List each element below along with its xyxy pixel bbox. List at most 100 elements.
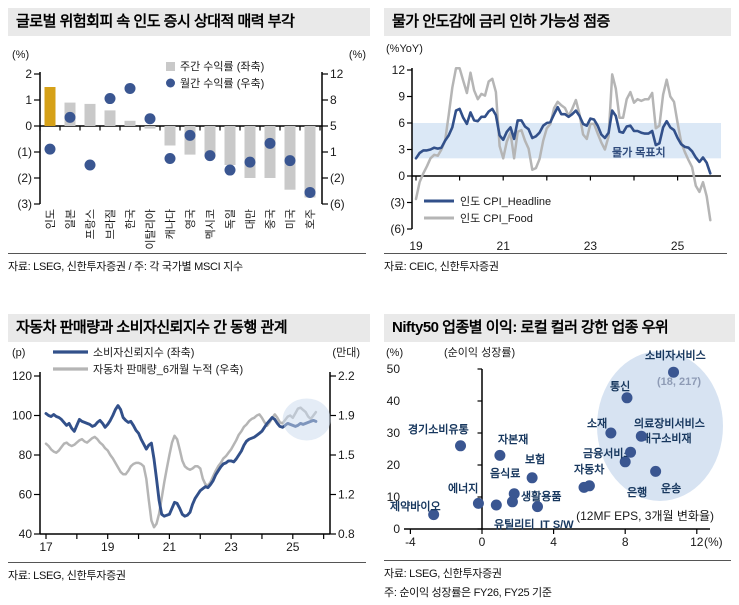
svg-text:(%YoY): (%YoY): [386, 43, 423, 55]
chart-auto-confidence: (p) (만대) 120 2.2 100 1.9 80 1.5 60 1.2 40 0.8 17 19 21…: [12, 346, 360, 554]
svg-text:유틸리티: 유틸리티: [494, 517, 534, 531]
svg-text:-4: -4: [405, 535, 416, 549]
svg-text:소비자신뢰지수 (좌축): 소비자신뢰지수 (좌축): [93, 346, 194, 359]
svg-text:12: 12: [330, 67, 344, 81]
svg-text:(2): (2): [17, 171, 32, 185]
svg-text:120: 120: [12, 369, 32, 383]
svg-text:17: 17: [39, 540, 53, 554]
svg-text:캐나다: 캐나다: [164, 209, 177, 239]
svg-text:자동차 판매량_6개월 누적 (우축): 자동차 판매량_6개월 누적 (우축): [93, 363, 243, 376]
svg-text:50: 50: [387, 362, 401, 376]
svg-text:대만: 대만: [244, 209, 257, 229]
svg-text:3: 3: [398, 143, 405, 157]
svg-text:월간 수익률 (우축): 월간 수익률 (우축): [180, 77, 264, 90]
svg-text:40: 40: [387, 394, 401, 408]
svg-text:(만대): (만대): [332, 346, 360, 359]
svg-text:4: 4: [550, 535, 557, 549]
svg-text:IT S/W: IT S/W: [540, 519, 574, 531]
svg-text:(18, 217): (18, 217): [657, 376, 701, 388]
svg-text:음식료: 음식료: [490, 466, 520, 480]
svg-text:은행: 은행: [627, 485, 647, 499]
svg-text:에너지: 에너지: [448, 481, 478, 495]
svg-text:(p): (p): [12, 347, 25, 359]
svg-text:40: 40: [19, 527, 33, 541]
svg-text:(6): (6): [390, 222, 405, 236]
svg-text:25: 25: [286, 540, 300, 554]
svg-text:30: 30: [387, 426, 401, 440]
svg-text:0: 0: [25, 119, 32, 133]
svg-text:(3): (3): [17, 197, 32, 211]
svg-text:0: 0: [398, 169, 405, 183]
svg-text:운송: 운송: [661, 482, 681, 495]
svg-text:2.2: 2.2: [338, 369, 355, 383]
svg-text:인도 CPI_Food: 인도 CPI_Food: [460, 212, 533, 225]
svg-text:(1): (1): [17, 145, 32, 159]
svg-text:독일: 독일: [223, 209, 237, 229]
quadrant-auto-confidence: 자동차 판매량과 소비자신뢰지수 간 동행 관계 (p) (만대) 120 2.2 10…: [8, 314, 370, 600]
svg-text:자본재: 자본재: [498, 432, 528, 446]
svg-text:21: 21: [163, 540, 177, 554]
svg-text:영국: 영국: [184, 209, 197, 229]
svg-text:(순이익 성장률): (순이익 성장률): [444, 346, 515, 359]
svg-text:60: 60: [19, 488, 33, 502]
svg-text:1: 1: [330, 145, 337, 159]
svg-text:브라질: 브라질: [104, 209, 117, 239]
svg-text:6: 6: [398, 116, 405, 130]
svg-text:0: 0: [393, 522, 400, 536]
svg-text:인도 CPI_Headline: 인도 CPI_Headline: [460, 195, 551, 208]
svg-text:금융서비스: 금융서비스: [583, 446, 634, 460]
svg-text:1.5: 1.5: [338, 448, 355, 462]
svg-text:내구소비재: 내구소비재: [641, 431, 692, 445]
svg-text:(%): (%): [12, 49, 29, 61]
svg-text:(%): (%): [704, 535, 723, 549]
svg-text:제약바이오: 제약바이오: [390, 499, 441, 513]
svg-text:(3): (3): [390, 195, 405, 209]
svg-text:(%): (%): [386, 347, 403, 359]
svg-text:12: 12: [690, 535, 704, 549]
svg-text:(2): (2): [330, 171, 345, 185]
quadrant-india-cpi: 물가 안도감에 금리 인하 가능성 점증 (%YoY) 12 9 6 3 0 (3) (6) 1…: [384, 8, 731, 306]
svg-text:보험: 보험: [525, 452, 545, 466]
svg-text:주간 수익률 (좌축): 주간 수익률 (좌축): [180, 60, 264, 73]
svg-text:프랑스: 프랑스: [84, 209, 97, 239]
svg-text:100: 100: [12, 409, 32, 423]
svg-text:(12MF EPS, 3개월 변화율): (12MF EPS, 3개월 변화율): [576, 509, 714, 523]
svg-text:9: 9: [398, 90, 405, 104]
svg-text:80: 80: [19, 448, 33, 462]
chart-title-auto-confidence: 자동차 판매량과 소비자신뢰지수 간 동행 관계: [8, 314, 370, 342]
svg-text:21: 21: [497, 239, 511, 253]
svg-text:12: 12: [392, 63, 406, 77]
svg-text:멕시코: 멕시코: [204, 209, 217, 239]
svg-text:한국: 한국: [124, 209, 137, 229]
chart-title-global-returns: 글로벌 위험회피 속 인도 증시 상대적 매력 부각: [8, 8, 370, 36]
source-nifty-sectors: 자료: LSEG, 신한투자증권 주: 순이익 성장률은 FY26, FY25 …: [384, 560, 731, 600]
quadrant-nifty-sectors: Nifty50 업종별 이익: 로컬 컬러 강한 업종 우위 (%) (순이익 성…: [384, 314, 735, 600]
svg-text:19: 19: [409, 239, 423, 253]
svg-text:5: 5: [330, 119, 337, 133]
note-nifty-sectors: 주: 순이익 성장률은 FY26, FY25 기준: [384, 587, 552, 599]
svg-text:일본: 일본: [63, 209, 77, 229]
svg-text:자동차: 자동차: [574, 462, 605, 476]
svg-text:호주: 호주: [304, 209, 317, 229]
svg-text:(%): (%): [349, 49, 366, 61]
svg-text:미국: 미국: [284, 209, 297, 229]
chart-nifty-sectors: (%) (순이익 성장률)-4 0 4 8 12 (%)50403020100제약바이오경기…: [386, 346, 723, 549]
svg-text:20: 20: [387, 458, 401, 472]
chart-title-india-cpi: 물가 안도감에 금리 인하 가능성 점증: [384, 8, 731, 36]
svg-text:8: 8: [330, 93, 337, 107]
svg-text:1.2: 1.2: [338, 488, 355, 502]
svg-text:물가 목표치: 물가 목표치: [612, 145, 666, 159]
source-global-returns: 자료: LSEG, 신한투자증권 / 주: 각 국가별 MSCI 지수: [8, 253, 366, 274]
svg-text:이탈리아: 이탈리아: [144, 209, 157, 249]
svg-text:23: 23: [224, 540, 238, 554]
svg-text:소비자서비스: 소비자서비스: [645, 348, 706, 362]
chart-title-nifty-sectors: Nifty50 업종별 이익: 로컬 컬러 강한 업종 우위: [384, 314, 735, 342]
svg-text:0.8: 0.8: [338, 527, 355, 541]
svg-text:1: 1: [25, 93, 32, 107]
svg-text:인도: 인도: [44, 209, 57, 229]
svg-text:소재: 소재: [587, 416, 607, 430]
svg-text:8: 8: [622, 535, 629, 549]
svg-text:23: 23: [584, 239, 598, 253]
svg-text:(6): (6): [330, 197, 345, 211]
